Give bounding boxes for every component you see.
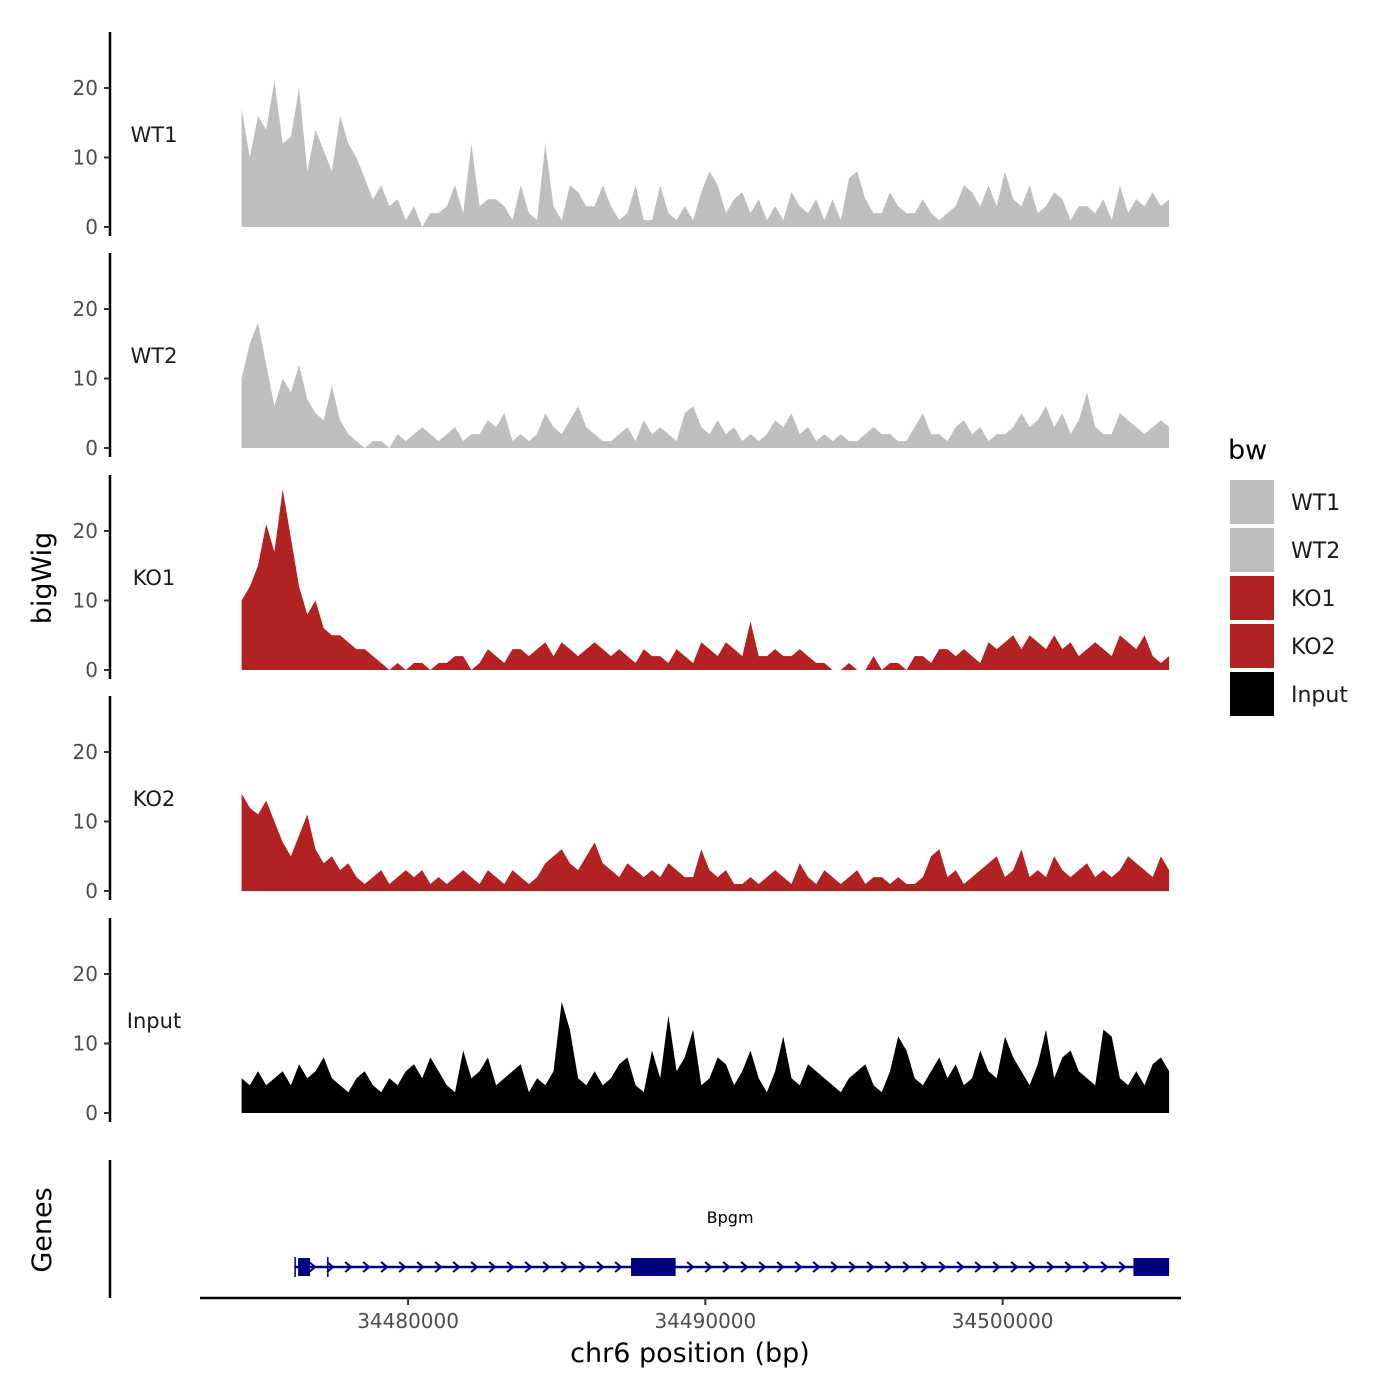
x-axis-title: chr6 position (bp) (570, 1338, 810, 1369)
track-area-wt1 (241, 81, 1170, 227)
track-area-input (241, 1001, 1170, 1113)
gene-strand-chevron (1028, 1261, 1037, 1273)
y-axis-title: bigWig (27, 532, 58, 625)
y-tick-label: 20 (73, 76, 98, 100)
genes-axis-title: Genes (27, 1187, 58, 1272)
gene-strand-chevron (758, 1261, 767, 1273)
legend-label-ko2: KO2 (1291, 635, 1336, 660)
gene-strand-chevron (560, 1261, 569, 1273)
track-area-ko1 (241, 489, 1170, 670)
y-tick-label: 20 (73, 519, 98, 543)
legend-key-ko1 (1230, 576, 1274, 620)
track-label-wt1: WT1 (131, 123, 178, 147)
y-tick-label: 0 (85, 436, 98, 460)
y-tick-label: 10 (73, 589, 98, 613)
gene-strand-chevron (722, 1261, 731, 1273)
gene-strand-chevron (974, 1261, 983, 1273)
legend-title: bw (1228, 435, 1267, 466)
y-tick-label: 0 (85, 658, 98, 682)
legend-key-input (1230, 672, 1274, 716)
legend-key-wt2 (1230, 528, 1274, 572)
track-label-ko2: KO2 (133, 787, 176, 811)
track-area-ko2 (241, 793, 1170, 891)
gene-strand-chevron (416, 1261, 425, 1273)
y-tick-label: 10 (73, 810, 98, 834)
legend-label-wt2: WT2 (1291, 539, 1340, 564)
gene-strand-chevron (956, 1261, 965, 1273)
y-tick-label: 10 (73, 367, 98, 391)
gene-name-label: Bpgm (707, 1208, 754, 1227)
gene-strand-chevron (848, 1261, 857, 1273)
gene-strand-chevron (866, 1261, 875, 1273)
gene-strand-chevron (344, 1261, 353, 1273)
gene-strand-chevron (830, 1261, 839, 1273)
gene-strand-chevron (506, 1261, 515, 1273)
track-panel-wt1: 0 10 20 WT1 (73, 32, 1170, 239)
legend-label-wt1: WT1 (1291, 491, 1340, 516)
gene-exon (298, 1258, 310, 1276)
gene-strand-chevron (1010, 1261, 1019, 1273)
y-tick-label: 20 (73, 962, 98, 986)
y-tick-label: 20 (73, 740, 98, 764)
x-tick-label: 34490000 (654, 1309, 756, 1333)
gene-strand-chevron (938, 1261, 947, 1273)
gene-strand-chevron (488, 1261, 497, 1273)
y-tick-label: 10 (73, 1032, 98, 1056)
gene-strand-chevron (740, 1261, 749, 1273)
y-tick-label: 0 (85, 215, 98, 239)
gene-panel: Bpgm (108, 1160, 1170, 1298)
gene-strand-chevron (362, 1261, 371, 1273)
x-axis: 34480000 34490000 34500000 (200, 1296, 1181, 1333)
gene-strand-chevron (524, 1261, 533, 1273)
gene-strand-chevron (470, 1261, 479, 1273)
gene-strand-chevron (776, 1261, 785, 1273)
gene-strand-chevron (686, 1261, 695, 1273)
legend-key-ko2 (1230, 624, 1274, 668)
track-panel-wt2: 0 10 20 WT2 (73, 253, 1170, 460)
gene-strand-chevron (542, 1261, 551, 1273)
gene-strand-chevron (794, 1261, 803, 1273)
track-area-wt2 (241, 322, 1170, 448)
track-panels: 0 10 20 WT1 0 10 20 WT2 0 10 20 KO1 0 10 20 KO2 0 10 20 Inp… (73, 32, 1170, 1125)
gene-strand-chevron (380, 1261, 389, 1273)
legend-label-ko1: KO1 (1291, 587, 1336, 612)
y-tick-label: 20 (73, 297, 98, 321)
gene-strand-chevron (326, 1261, 335, 1273)
gene-strand-chevron (704, 1261, 713, 1273)
gene-strand-chevron (992, 1261, 1001, 1273)
gene-exon (631, 1258, 676, 1276)
gene-exon (1133, 1258, 1170, 1276)
y-tick-label: 0 (85, 879, 98, 903)
x-tick-label: 34500000 (952, 1309, 1054, 1333)
x-tick-label: 34480000 (357, 1309, 459, 1333)
legend-label-input: Input (1291, 683, 1348, 708)
gene-strand-chevron (884, 1261, 893, 1273)
track-panel-input: 0 10 20 Input (73, 918, 1170, 1125)
gene-strand-chevron (902, 1261, 911, 1273)
gene-strand-chevron (1064, 1261, 1073, 1273)
gene-strand-chevron (1100, 1261, 1109, 1273)
gene-strand-chevron (1046, 1261, 1055, 1273)
gene-strand-chevron (920, 1261, 929, 1273)
legend: bw WT1 WT2 KO1 KO2 Input (1228, 435, 1348, 716)
gene-strand-chevron (578, 1261, 587, 1273)
y-tick-label: 10 (73, 146, 98, 170)
gene-strand-chevron (434, 1261, 443, 1273)
y-tick-label: 0 (85, 1101, 98, 1125)
track-panel-ko1: 0 10 20 KO1 (73, 475, 1170, 682)
gene-strand-chevron (308, 1261, 317, 1273)
gene-strand-chevron (1082, 1261, 1091, 1273)
track-panel-ko2: 0 10 20 KO2 (73, 696, 1170, 903)
legend-key-wt1 (1230, 480, 1274, 524)
gene-strand-chevron (614, 1261, 623, 1273)
gene-strand-chevron (1118, 1261, 1127, 1273)
gene-strand-chevron (596, 1261, 605, 1273)
gene-strand-chevron (452, 1261, 461, 1273)
gene-strand-chevron (398, 1261, 407, 1273)
track-label-ko1: KO1 (133, 566, 176, 590)
track-label-wt2: WT2 (131, 344, 178, 368)
gene-strand-chevron (812, 1261, 821, 1273)
track-label-input: Input (127, 1009, 181, 1033)
